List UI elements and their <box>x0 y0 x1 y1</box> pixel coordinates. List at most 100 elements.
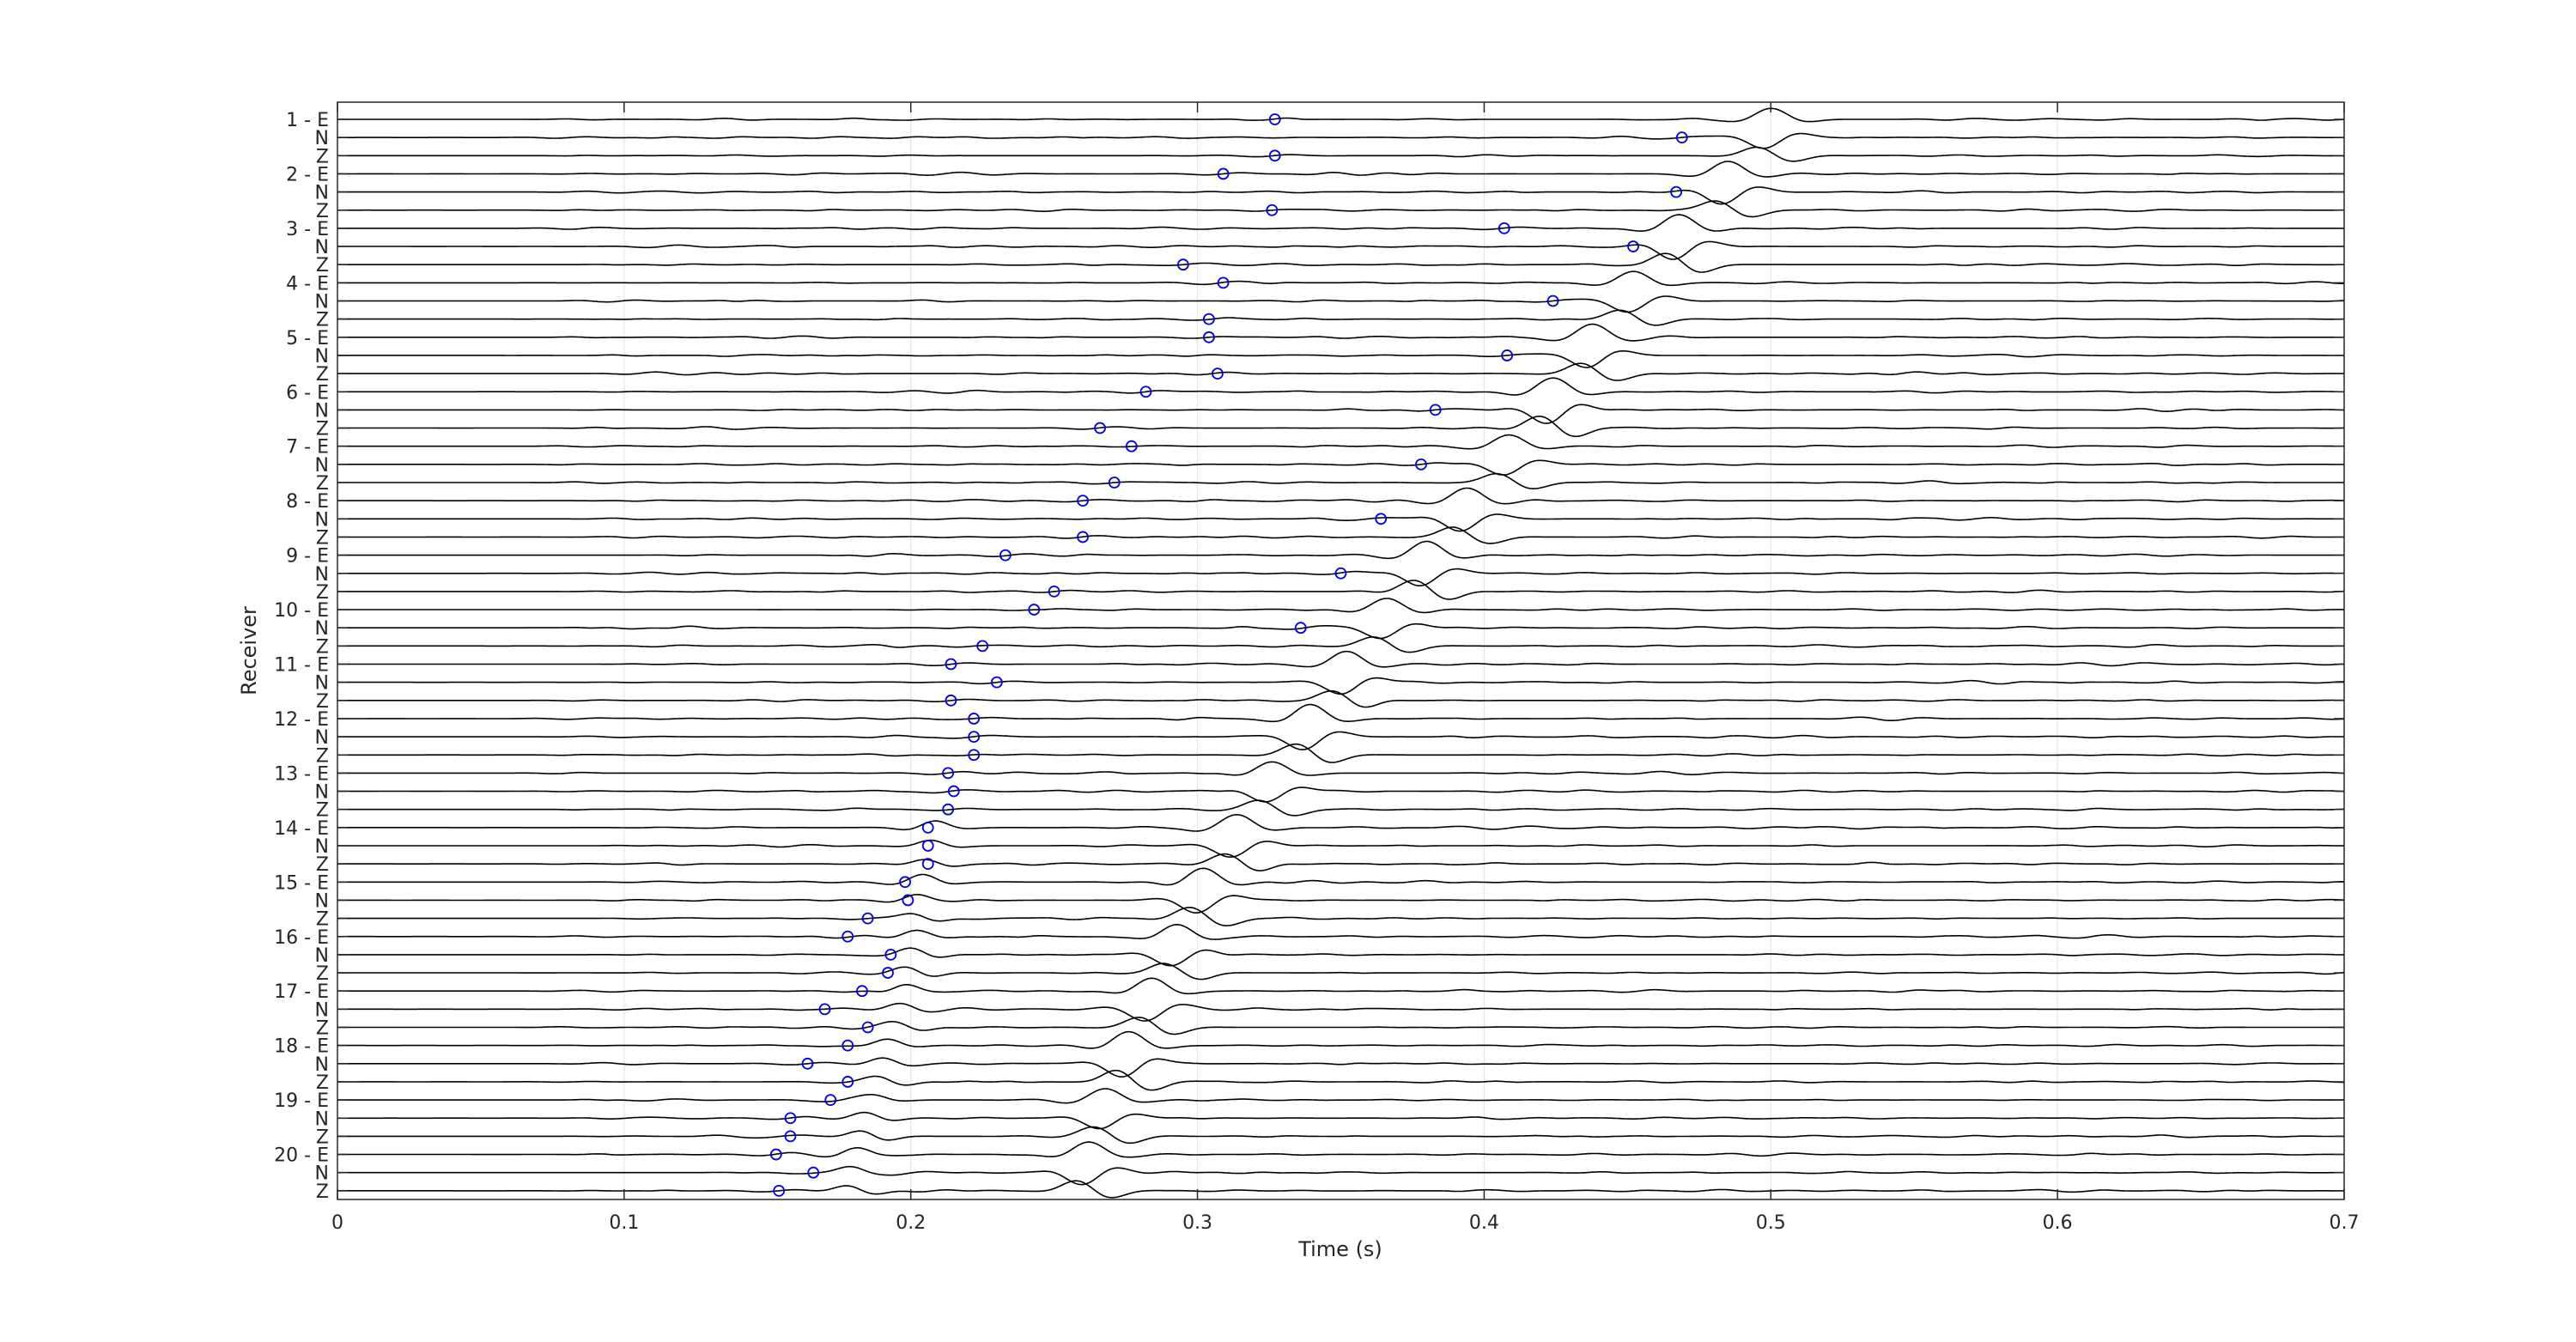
trace-line <box>337 1030 2344 1049</box>
y-tick-label: Z <box>316 636 329 658</box>
y-tick-label: N <box>315 727 329 749</box>
y-tick-label: Z <box>316 310 329 331</box>
trace-line <box>337 761 2345 776</box>
pick-marker <box>1266 203 1279 216</box>
trace-line <box>337 580 2345 600</box>
pick-marker <box>1498 222 1510 234</box>
trace-line <box>337 947 2344 967</box>
y-tick-label: 2 - E <box>286 164 329 185</box>
pick-marker <box>1139 386 1152 398</box>
pick-marker <box>856 985 868 998</box>
y-tick-label: N <box>315 945 329 967</box>
trace-line <box>337 309 2344 326</box>
y-tick-label: Z <box>316 201 329 222</box>
pick-marker <box>824 1094 837 1106</box>
axes-box <box>337 101 2345 1200</box>
pick-marker <box>976 640 989 653</box>
y-tick-label: 8 - E <box>286 491 329 513</box>
trace-line <box>337 786 2344 803</box>
trace-line <box>337 853 2344 871</box>
trace-line <box>337 962 2345 981</box>
pick-marker <box>968 731 981 743</box>
pick-marker <box>999 549 1012 562</box>
y-tick-label: Z <box>316 255 329 276</box>
y-tick-label: Z <box>316 1126 329 1148</box>
y-tick-label: 5 - E <box>286 328 329 349</box>
trace-line <box>337 636 2344 653</box>
y-tick-label: Z <box>316 1018 329 1040</box>
y-tick-label: N <box>315 292 329 313</box>
trace-line <box>337 907 2344 926</box>
y-tick-label: N <box>315 836 329 858</box>
pick-marker <box>942 803 955 816</box>
pick-marker <box>818 1003 831 1016</box>
x-tick-label: 0 <box>331 1212 343 1234</box>
pick-marker <box>1108 477 1121 489</box>
y-tick-label: N <box>315 782 329 804</box>
y-tick-label: 15 - E <box>274 872 329 894</box>
y-tick-label: 20 - E <box>274 1145 329 1167</box>
trace-line <box>337 598 2344 614</box>
trace-line <box>337 923 2344 940</box>
trace-line <box>337 731 2344 750</box>
x-axis: 0 0.1 0.2 0.3 0.4 0.5 0.6 0.7 <box>331 102 2360 1234</box>
trace-line <box>337 568 2344 586</box>
pick-marker <box>1094 422 1106 434</box>
trace-line <box>337 1111 2344 1130</box>
y-tick-label: 10 - E <box>274 600 329 622</box>
y-tick-label: 9 - E <box>286 546 329 568</box>
trace-line <box>337 689 2344 708</box>
pick-marker <box>945 658 957 671</box>
y-tick-label: Z <box>316 582 329 604</box>
pick-marker <box>1077 531 1089 543</box>
trace-line <box>337 416 2344 438</box>
y-tick-label: 4 - E <box>286 273 329 295</box>
y-tick-label: Z <box>316 527 329 549</box>
pick-marker <box>884 949 897 961</box>
y-tick-label: Z <box>316 745 329 767</box>
trace-line <box>337 200 2344 218</box>
y-tick-label: Z <box>316 854 329 876</box>
trace-line <box>337 350 2344 368</box>
pick-marker <box>1212 367 1224 380</box>
y-tick-label: N <box>315 346 329 367</box>
y-tick-label: N <box>315 1054 329 1076</box>
y-tick-label: Z <box>316 364 329 386</box>
y-tick-label: N <box>315 673 329 695</box>
pick-marker <box>841 930 854 943</box>
y-tick-label: Z <box>316 691 329 713</box>
pick-marker <box>1176 258 1189 271</box>
trace-line <box>337 146 2344 162</box>
y-axis-label: Receiver <box>237 606 261 695</box>
trace-line <box>337 377 2345 396</box>
y-tick-label: Z <box>316 473 329 495</box>
pick-marker <box>990 676 1003 689</box>
trace-line <box>337 214 2344 232</box>
pick-marker <box>773 1184 786 1197</box>
y-tick-label: 17 - E <box>274 981 329 1003</box>
trace-line <box>337 1057 2344 1078</box>
y-tick-label: N <box>315 128 329 149</box>
y-tick-label: N <box>315 564 329 586</box>
pick-marker-group <box>769 113 1688 1197</box>
x-tick-label: 0.7 <box>2330 1212 2360 1234</box>
y-tick-label: 6 - E <box>286 382 329 404</box>
pick-marker <box>1375 513 1388 525</box>
pick-marker <box>1294 622 1307 635</box>
pick-marker <box>1217 167 1230 180</box>
pick-marker <box>861 912 874 925</box>
pick-marker <box>921 858 934 871</box>
y-tick-label: 19 - E <box>274 1090 329 1112</box>
y-tick-label: N <box>315 618 329 640</box>
y-tick-label: N <box>315 400 329 422</box>
trace-line <box>337 703 2344 723</box>
y-tick-label: Z <box>316 146 329 167</box>
y-tick-label: Z <box>316 909 329 931</box>
y-tick-label: Z <box>316 800 329 822</box>
y-tick-label: 14 - E <box>274 818 329 840</box>
pick-marker <box>921 840 934 852</box>
trace-line <box>337 487 2344 505</box>
trace-line <box>337 1180 2344 1199</box>
pick-marker <box>968 713 981 725</box>
pick-marker <box>902 894 914 907</box>
